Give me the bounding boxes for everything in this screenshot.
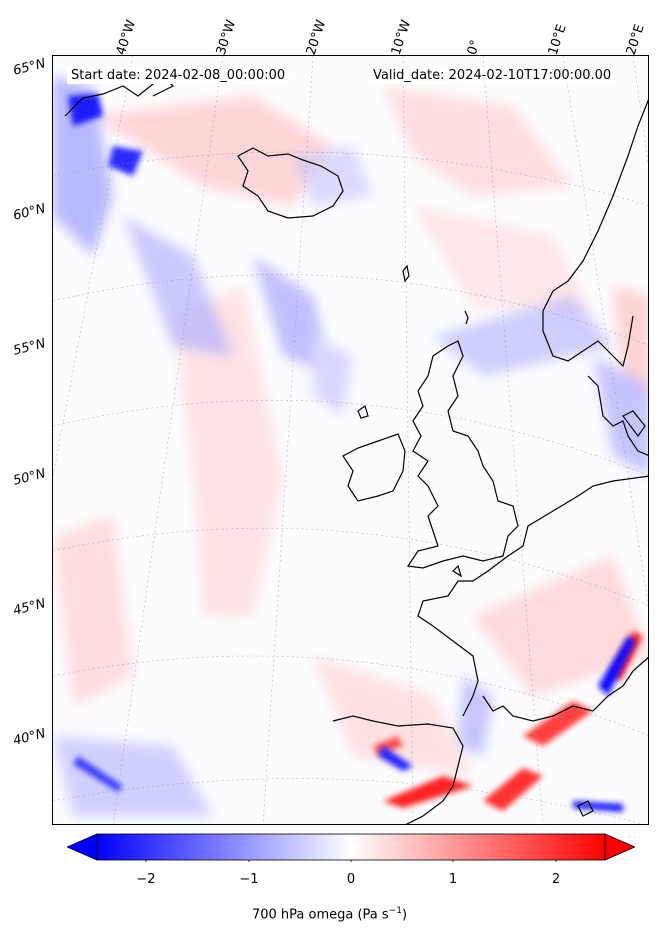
lon-label-40w: 40°W — [113, 18, 140, 57]
lon-label-20w: 20°W — [303, 18, 330, 57]
map-panel — [52, 55, 649, 825]
map-svg — [53, 56, 648, 824]
lat-label-55n: 55°N — [11, 336, 48, 359]
omega-positive-field — [53, 86, 648, 776]
omega-negative-field — [53, 76, 648, 816]
colorbar-title-unit-exponent: −1 — [388, 906, 402, 916]
lat-label-60n: 60°N — [11, 201, 48, 224]
colorbar-title-text: 700 hPa omega (Pa s — [251, 907, 389, 923]
lat-label-40n: 40°N — [11, 726, 48, 749]
colorbar-extend-max — [604, 833, 635, 861]
coastlines — [64, 77, 648, 824]
start-date-label: Start date: 2024-02-08_00:00:00 — [67, 67, 290, 84]
lon-label-10e: 10°E — [545, 22, 570, 57]
colorbar-tick-1: 1 — [448, 872, 458, 887]
lat-label-50n: 50°N — [11, 466, 48, 489]
lat-label-65n: 65°N — [11, 56, 48, 79]
graticule — [53, 56, 648, 824]
colorbar-tick-minus1: −1 — [239, 872, 259, 887]
colorbar-tick-2: 2 — [551, 872, 561, 887]
colorbar-gradient — [96, 833, 606, 861]
lon-label-10w: 10°W — [388, 18, 415, 57]
omega-strong-negative — [68, 94, 636, 812]
lon-label-30w: 30°W — [213, 18, 240, 57]
valid-date-label: Valid_date: 2024-02-10T17:00:00.00 — [369, 67, 616, 84]
colorbar-title-close: ) — [401, 907, 408, 923]
colorbar-extend-min — [67, 833, 98, 861]
colorbar-tick-minus2: −2 — [136, 872, 156, 887]
lat-label-45n: 45°N — [11, 596, 48, 619]
lon-label-20e: 20°E — [623, 22, 648, 57]
colorbar — [67, 833, 635, 862]
colorbar-title: 700 hPa omega (Pa s−1) — [0, 906, 659, 922]
colorbar-tick-0: 0 — [346, 872, 356, 887]
